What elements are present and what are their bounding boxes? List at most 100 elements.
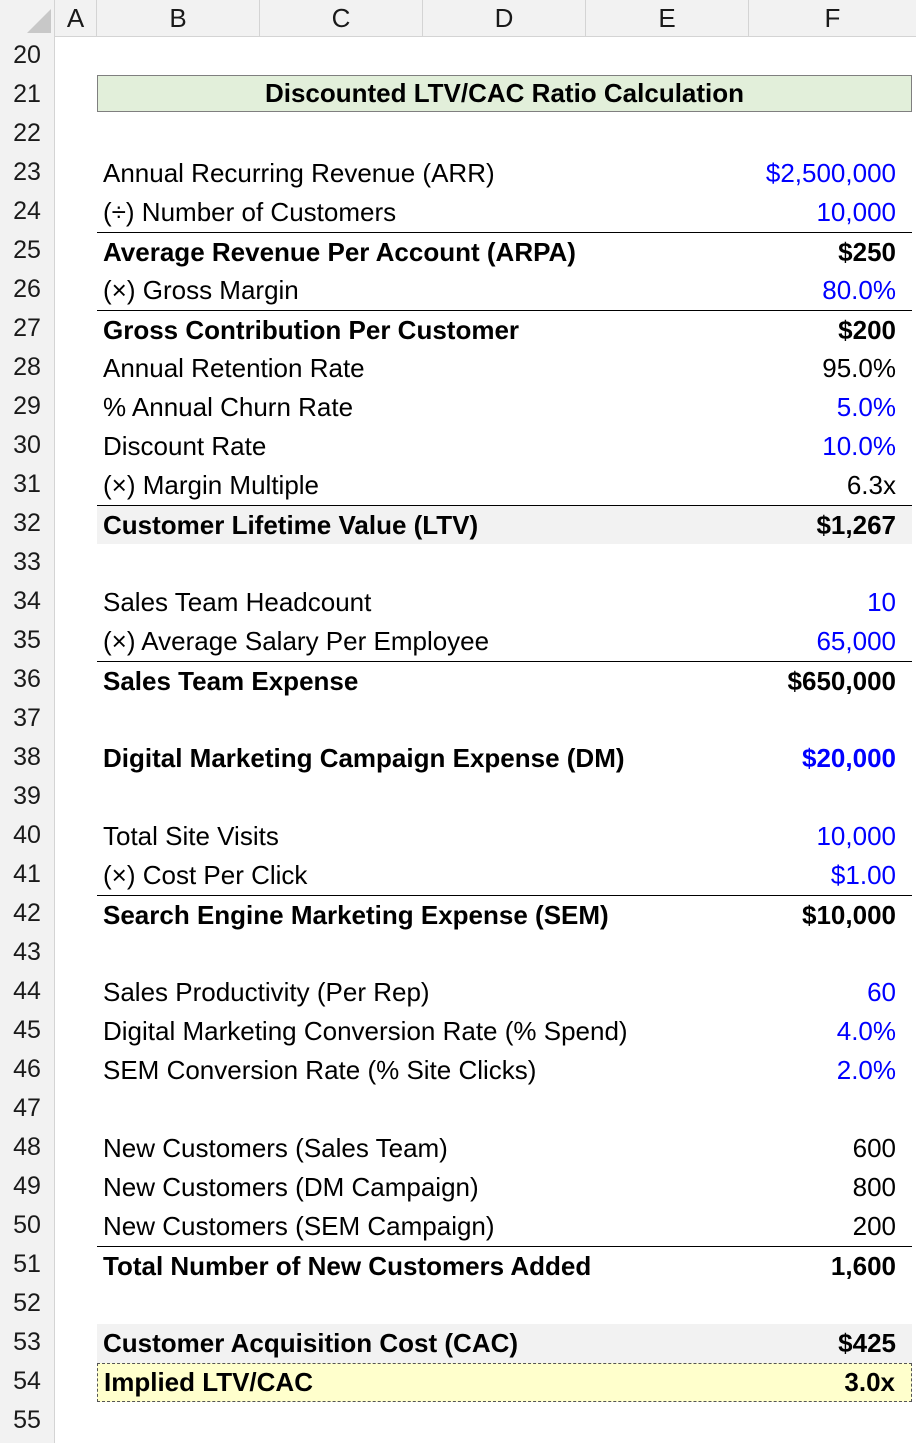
row-header[interactable]: 48 — [13, 1133, 41, 1161]
row-cpc[interactable]: (×) Cost Per Click $1.00 — [97, 856, 912, 895]
row-new-dm[interactable]: New Customers (DM Campaign) 800 — [97, 1168, 912, 1207]
row-header[interactable]: 42 — [13, 899, 41, 927]
row-header[interactable]: 55 — [13, 1406, 41, 1434]
row-header[interactable]: 51 — [13, 1250, 41, 1278]
column-header-c[interactable]: C — [260, 0, 423, 36]
cell-grid[interactable]: Discounted LTV/CAC Ratio Calculation Ann… — [55, 37, 916, 1443]
row-header[interactable]: 33 — [13, 548, 41, 576]
value-headcount[interactable]: 10 — [867, 587, 896, 617]
row-total-new[interactable]: Total Number of New Customers Added 1,60… — [97, 1246, 912, 1285]
value-ltv[interactable]: $1,267 — [816, 510, 896, 540]
column-header-b[interactable]: B — [97, 0, 260, 36]
value-total-new[interactable]: 1,600 — [830, 1251, 896, 1281]
value-avg-salary[interactable]: 65,000 — [816, 626, 896, 656]
label-gross-margin: (×) Gross Margin — [103, 275, 299, 305]
row-ltv-cac[interactable]: Implied LTV/CAC 3.0x — [97, 1363, 912, 1402]
column-header-f[interactable]: F — [824, 3, 841, 33]
value-ltv-cac[interactable]: 3.0x — [844, 1367, 895, 1397]
row-retention-rate[interactable]: Annual Retention Rate 95.0% — [97, 349, 912, 388]
column-header-e[interactable]: E — [586, 0, 749, 36]
row-gross-contribution[interactable]: Gross Contribution Per Customer $200 — [97, 310, 912, 349]
value-gross-margin[interactable]: 80.0% — [822, 275, 896, 305]
row-new-sales[interactable]: New Customers (Sales Team) 600 — [97, 1129, 912, 1168]
row-header[interactable]: 25 — [13, 236, 41, 264]
row-dm-conversion[interactable]: Digital Marketing Conversion Rate (% Spe… — [97, 1012, 912, 1051]
value-sem-expense[interactable]: $10,000 — [802, 900, 896, 930]
value-cpc[interactable]: $1.00 — [830, 860, 896, 890]
row-num-customers[interactable]: (÷) Number of Customers 10,000 — [97, 193, 912, 232]
row-margin-multiple[interactable]: (×) Margin Multiple 6.3x — [97, 466, 912, 505]
row-header[interactable]: 30 — [13, 431, 41, 459]
row-new-sem[interactable]: New Customers (SEM Campaign) 200 — [97, 1207, 912, 1246]
row-header[interactable]: 31 — [13, 470, 41, 498]
row-header[interactable]: 47 — [13, 1094, 41, 1122]
value-margin-multiple[interactable]: 6.3x — [846, 470, 896, 500]
select-all-corner[interactable] — [0, 0, 55, 36]
row-arpa[interactable]: Average Revenue Per Account (ARPA) $250 — [97, 232, 912, 271]
value-site-visits[interactable]: 10,000 — [816, 821, 896, 851]
row-header[interactable]: 26 — [13, 275, 41, 303]
row-header[interactable]: 21 — [13, 80, 41, 108]
row-headcount[interactable]: Sales Team Headcount 10 — [97, 583, 912, 622]
row-sales-expense[interactable]: Sales Team Expense $650,000 — [97, 661, 912, 700]
row-header[interactable]: 40 — [13, 821, 41, 849]
row-header[interactable]: 34 — [13, 587, 41, 615]
column-header-a[interactable]: A — [55, 0, 97, 36]
row-header[interactable]: 28 — [13, 353, 41, 381]
value-dm-expense[interactable]: $20,000 — [802, 743, 896, 773]
row-arr[interactable]: Annual Recurring Revenue (ARR) $2,500,00… — [97, 154, 912, 193]
value-dm-conversion[interactable]: 4.0% — [836, 1016, 896, 1046]
row-header[interactable]: 38 — [13, 743, 41, 771]
row-header[interactable]: 29 — [13, 392, 41, 420]
row-header[interactable]: 24 — [13, 197, 41, 225]
value-retention-rate[interactable]: 95.0% — [822, 353, 896, 383]
row-site-visits[interactable]: Total Site Visits 10,000 — [97, 817, 912, 856]
row-gross-margin[interactable]: (×) Gross Margin 80.0% — [97, 271, 912, 310]
row-header[interactable]: 27 — [13, 314, 41, 342]
value-cac[interactable]: $425 — [838, 1328, 896, 1358]
column-header-d[interactable]: D — [423, 0, 586, 36]
value-churn-rate[interactable]: 5.0% — [836, 392, 896, 422]
row-header[interactable]: 22 — [13, 119, 41, 147]
value-sem-conversion[interactable]: 2.0% — [836, 1055, 896, 1085]
row-sem-expense[interactable]: Search Engine Marketing Expense (SEM) $1… — [97, 895, 912, 934]
value-sales-productivity[interactable]: 60 — [867, 977, 896, 1007]
row-header[interactable]: 43 — [13, 938, 41, 966]
row-discount-rate[interactable]: Discount Rate 10.0% — [97, 427, 912, 466]
value-new-dm[interactable]: 800 — [852, 1172, 896, 1202]
row-sales-productivity[interactable]: Sales Productivity (Per Rep) 60 — [97, 973, 912, 1012]
row-header[interactable]: 54 — [13, 1367, 41, 1395]
row-header[interactable]: 50 — [13, 1211, 41, 1239]
row-header[interactable]: 49 — [13, 1172, 41, 1200]
row-cac[interactable]: Customer Acquisition Cost (CAC) $425 — [97, 1324, 912, 1363]
value-gross-contribution[interactable]: $200 — [838, 315, 896, 345]
value-num-customers[interactable]: 10,000 — [816, 197, 896, 227]
row-header[interactable]: 35 — [13, 626, 41, 654]
value-new-sem[interactable]: 200 — [852, 1211, 896, 1241]
row-header[interactable]: 44 — [13, 977, 41, 1005]
row-header[interactable]: 52 — [13, 1289, 41, 1317]
value-sales-expense[interactable]: $650,000 — [787, 666, 896, 696]
row-header[interactable]: 37 — [13, 704, 41, 732]
row-header[interactable]: 39 — [13, 782, 41, 810]
row-header[interactable]: 36 — [13, 665, 41, 693]
value-discount-rate[interactable]: 10.0% — [822, 431, 896, 461]
value-new-sales[interactable]: 600 — [852, 1133, 896, 1163]
model-title[interactable]: Discounted LTV/CAC Ratio Calculation — [97, 75, 912, 112]
value-arpa[interactable]: $250 — [838, 237, 896, 267]
row-header[interactable]: 46 — [13, 1055, 41, 1083]
row-header[interactable]: 53 — [13, 1328, 41, 1356]
label-sales-expense: Sales Team Expense — [103, 666, 359, 696]
value-arr[interactable]: $2,500,000 — [765, 158, 896, 188]
row-dm-expense[interactable]: Digital Marketing Campaign Expense (DM) … — [97, 739, 912, 778]
row-sem-conversion[interactable]: SEM Conversion Rate (% Site Clicks) 2.0% — [97, 1051, 912, 1090]
row-header[interactable]: 23 — [13, 158, 41, 186]
row-header[interactable]: 45 — [13, 1016, 41, 1044]
row-avg-salary[interactable]: (×) Average Salary Per Employee 65,000 — [97, 622, 912, 661]
row-churn-rate[interactable]: % Annual Churn Rate 5.0% — [97, 388, 912, 427]
row-header[interactable]: 20 — [13, 41, 41, 69]
row-header[interactable]: 32 — [13, 509, 41, 537]
row-header[interactable]: 41 — [13, 860, 41, 888]
row-ltv[interactable]: Customer Lifetime Value (LTV) $1,267 — [97, 505, 912, 544]
